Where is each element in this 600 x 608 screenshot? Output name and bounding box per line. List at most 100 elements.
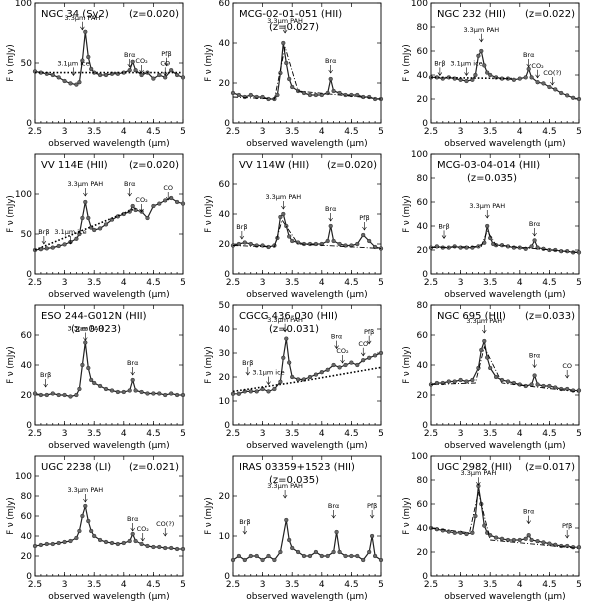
data-point	[151, 76, 156, 81]
x-tick-label: 4	[319, 127, 325, 137]
y-tick-label: 100	[411, 0, 428, 9]
data-point	[56, 243, 61, 249]
data-point	[151, 391, 156, 396]
feature-label: Pfβ	[161, 50, 171, 58]
y-tick-label: 60	[21, 331, 33, 341]
data-point	[83, 503, 88, 509]
feature-arrow	[366, 335, 372, 345]
data-point	[343, 553, 348, 559]
data-point	[97, 537, 103, 543]
data-point	[68, 81, 73, 86]
y-tick-label: 20	[21, 391, 33, 401]
data-point	[499, 243, 505, 248]
feature-arrow	[532, 228, 537, 237]
y-axis-label: F ν (mJy)	[204, 44, 214, 82]
feature-label: 3.1μm ice	[54, 228, 86, 236]
data-point	[547, 383, 552, 389]
feature-arrow	[328, 213, 333, 222]
data-point	[56, 75, 61, 80]
data-point	[86, 54, 91, 60]
data-point	[180, 201, 186, 206]
data-point	[307, 92, 313, 98]
x-tick-label: 3	[62, 278, 68, 288]
data-point	[361, 232, 366, 238]
panel-title: VV 114W (HII)	[239, 160, 309, 171]
feature-arrow	[282, 323, 288, 333]
feature-label: Pfβ	[359, 214, 369, 222]
data-point	[121, 540, 126, 546]
x-tick-label: 4	[319, 580, 325, 590]
data-point	[494, 374, 499, 380]
feature-arrow	[282, 25, 288, 34]
y-tick-label: 40	[219, 210, 231, 220]
panel-redshift: (z=0.035)	[467, 173, 517, 184]
y-tick-label: 20	[219, 79, 231, 89]
feature-arrow	[282, 490, 288, 499]
continuum-line	[34, 207, 136, 251]
spectrum-line	[34, 197, 184, 251]
x-tick-label: 4.5	[344, 580, 358, 590]
x-tick-label: 3.5	[87, 580, 101, 590]
x-tick-label: 4.5	[146, 429, 160, 439]
y-tick-label: 20	[219, 492, 231, 502]
data-point	[473, 513, 478, 519]
data-point	[175, 199, 180, 205]
data-point	[452, 530, 457, 535]
feature-label: 3.3μm PAH	[267, 316, 303, 324]
x-tick-label: 3	[458, 580, 464, 590]
feature-arrow	[162, 528, 168, 537]
x-tick-label: 3	[260, 580, 266, 590]
x-tick-label: 4	[517, 580, 523, 590]
y-tick-label: 20	[417, 95, 429, 105]
panel-title: MCG-03-04-014 (HII)	[437, 160, 540, 171]
data-point	[325, 238, 330, 244]
y-tick-label: 20	[219, 373, 231, 383]
x-tick-label: 4	[121, 429, 127, 439]
y-axis-label: F ν (mJy)	[402, 346, 412, 384]
data-point	[526, 66, 531, 72]
data-point	[92, 380, 97, 386]
data-point	[488, 533, 493, 538]
feature-label: CO(?)	[156, 520, 174, 528]
data-point	[74, 535, 79, 541]
feature-arrow	[162, 67, 168, 76]
x-tick-label: 2.5	[28, 127, 42, 137]
data-point	[97, 226, 103, 231]
feature-arrow	[83, 494, 88, 503]
data-point	[485, 70, 490, 75]
y-tick-label: 40	[417, 71, 429, 81]
data-point	[328, 76, 333, 82]
x-tick-label: 4	[319, 278, 325, 288]
data-point	[373, 353, 378, 358]
data-point	[523, 536, 528, 541]
y-tick-label: 0	[422, 572, 428, 582]
spectrum-line	[430, 225, 579, 253]
data-point	[355, 362, 360, 368]
feature-label: Brβ	[239, 518, 250, 526]
data-point	[446, 379, 451, 384]
panel-8: 2.5 3 3.5 4 4.5 5 0 20 40 60 80 observed wavelength…	[402, 301, 582, 451]
x-tick-label: 2.5	[28, 278, 42, 288]
x-tick-label: 4	[121, 127, 127, 137]
data-point	[89, 377, 94, 383]
continuum-line	[232, 46, 382, 100]
feature-arrow	[164, 57, 169, 67]
x-tick-label: 4	[121, 580, 127, 590]
x-tick-label: 3.5	[483, 278, 497, 288]
x-tick-label: 3	[458, 127, 464, 137]
data-point	[236, 553, 241, 559]
data-point	[328, 223, 333, 229]
data-point	[284, 517, 289, 523]
data-point	[180, 75, 186, 80]
x-axis-label: observed wavelength (μm)	[444, 592, 565, 602]
feature-label: Brβ	[242, 359, 253, 367]
x-axis-label: observed wavelength (μm)	[48, 592, 169, 602]
data-point	[248, 389, 253, 394]
data-point	[529, 75, 534, 80]
y-axis-label: F ν (mJy)	[6, 497, 16, 535]
feature-label: 3.3μm PAH	[65, 14, 101, 22]
y-tick-label: 50	[21, 59, 33, 69]
data-point	[133, 68, 138, 73]
x-tick-label: 3.5	[87, 127, 101, 137]
x-axis-label: observed wavelength (μm)	[444, 139, 565, 149]
